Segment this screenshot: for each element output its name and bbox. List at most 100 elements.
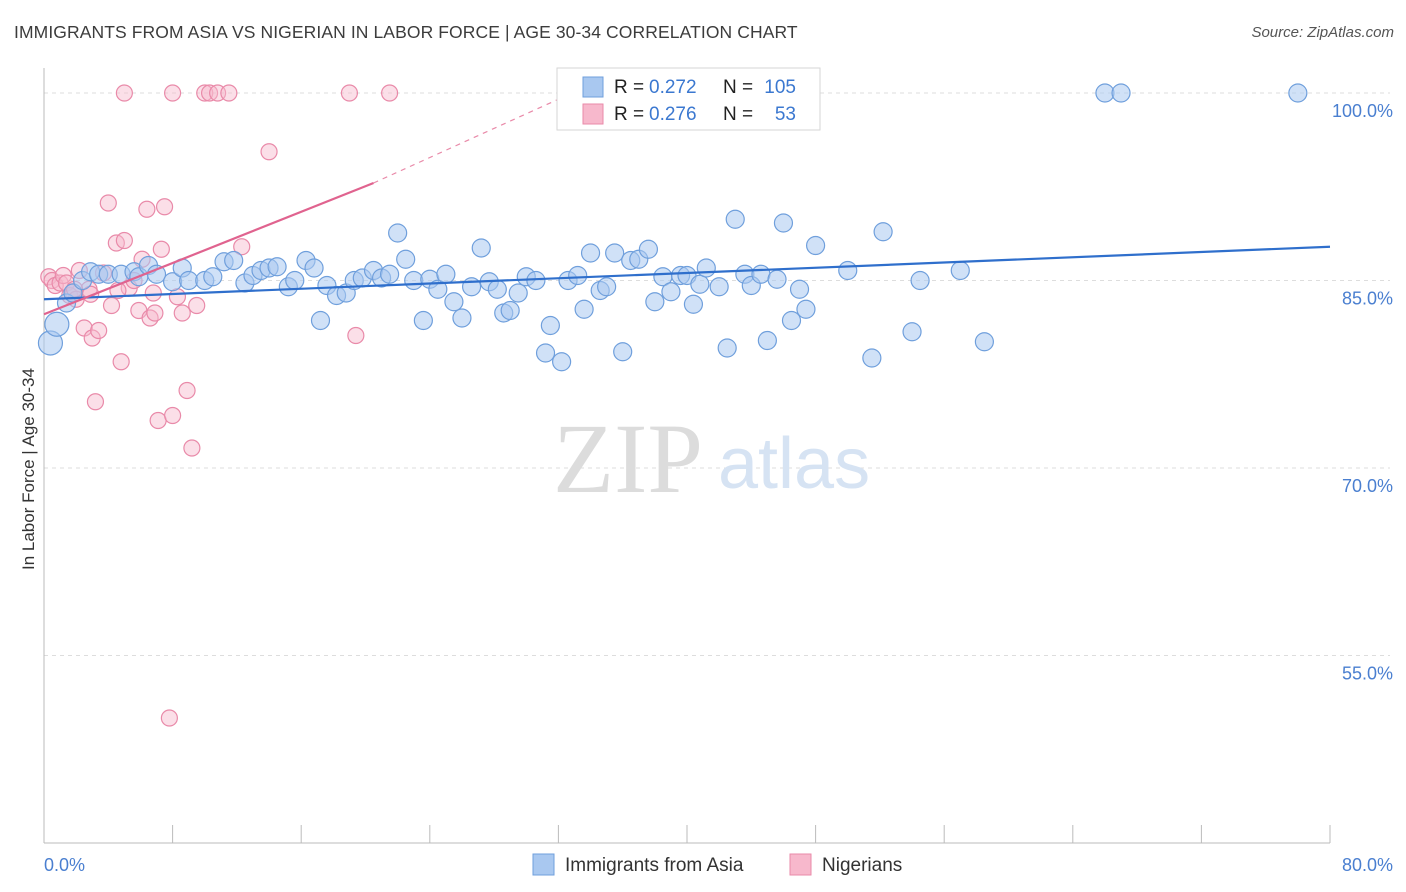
- nigerians-point: [102, 296, 121, 315]
- series-legend-label-nigerians: Nigerians: [822, 855, 902, 876]
- asia-point: [487, 279, 507, 299]
- legend-r-value-asia: 0.272: [649, 77, 697, 98]
- asia-point: [683, 294, 704, 314]
- asia-point: [597, 277, 617, 297]
- asia-point: [413, 310, 433, 331]
- nigerians-trend-extension: [373, 98, 559, 184]
- nigerians-point: [173, 304, 191, 322]
- nigerians-point: [146, 304, 164, 322]
- asia-point: [508, 283, 528, 303]
- asia-point: [1111, 83, 1131, 103]
- asia-point: [267, 257, 287, 277]
- nigerians-point: [90, 321, 108, 340]
- asia-point: [224, 250, 244, 271]
- asia-points: [37, 83, 1308, 372]
- asia-point: [638, 239, 659, 259]
- series-legend: Immigrants from Asia Nigerians: [532, 853, 902, 876]
- legend-r-label-asia: R =: [614, 77, 644, 98]
- asia-point: [552, 352, 572, 372]
- asia-point: [757, 330, 777, 351]
- y-tick-label: 70.0%: [1342, 476, 1393, 496]
- nigerians-trend-line: [43, 181, 374, 316]
- asia-trend-line: [43, 245, 1331, 301]
- nigerians-point: [99, 194, 117, 212]
- nigerians-point: [141, 309, 159, 327]
- asia-point: [285, 270, 305, 291]
- nigerians-point: [138, 200, 156, 218]
- legend-n-value-nigerians: 53: [775, 104, 796, 125]
- asia-point: [310, 310, 331, 331]
- asia-point: [645, 292, 665, 312]
- tick-labels: 55.0% 70.0% 85.0% 100.0% 0.0% 80.0%: [44, 101, 1393, 875]
- asia-point: [471, 238, 491, 258]
- watermark-atlas: atlas: [718, 424, 870, 504]
- legend-r-label-nigerians: R =: [614, 104, 644, 125]
- asia-point: [805, 235, 826, 256]
- y-tick-label: 85.0%: [1342, 289, 1393, 309]
- nigerians-point: [178, 381, 196, 400]
- series-legend-swatch-nigerians: [789, 853, 812, 876]
- nigerians-point: [196, 84, 214, 102]
- series-legend-label-asia: Immigrants from Asia: [565, 855, 744, 876]
- asia-point: [974, 332, 994, 352]
- asia-point: [902, 322, 922, 342]
- asia-point: [725, 209, 745, 229]
- nigerians-point: [160, 709, 178, 727]
- asia-point: [838, 260, 858, 281]
- asia-point: [540, 315, 560, 336]
- asia-point: [203, 267, 223, 287]
- nigerians-point: [183, 439, 201, 457]
- x-tick-label: 80.0%: [1342, 855, 1393, 875]
- nigerians-point: [86, 393, 105, 411]
- asia-point: [304, 258, 324, 278]
- asia-point: [388, 223, 408, 243]
- legend-swatch-nigerians: [582, 103, 604, 125]
- watermark-zip: ZIP: [553, 403, 703, 514]
- nigerians-point: [233, 238, 251, 256]
- asia-point: [396, 249, 416, 269]
- nigerians-point: [164, 406, 182, 425]
- asia-point: [44, 311, 70, 337]
- asia-point: [436, 264, 456, 284]
- asia-point: [781, 310, 802, 331]
- asia-point: [767, 269, 787, 289]
- asia-point: [910, 270, 930, 291]
- asia-point: [873, 222, 893, 242]
- asia-point: [535, 343, 556, 363]
- legend-n-value-asia: 105: [764, 77, 796, 98]
- asia-point: [950, 260, 970, 281]
- y-tick-label: 100.0%: [1332, 101, 1393, 121]
- watermark: ZIP atlas: [553, 403, 870, 514]
- asia-point: [452, 308, 472, 328]
- nigerians-point: [144, 284, 162, 302]
- trend-lines: [43, 98, 1331, 316]
- asia-point: [862, 348, 882, 368]
- nigerians-point: [188, 296, 206, 315]
- nigerians-point: [149, 411, 167, 430]
- stats-legend: R = 0.272 N = 105 R = 0.276 N = 53: [556, 67, 821, 131]
- asia-point: [568, 265, 588, 286]
- asia-point: [796, 299, 816, 319]
- nigerians-point: [347, 326, 365, 345]
- asia-point: [751, 264, 771, 284]
- asia-point: [709, 277, 729, 297]
- nigerians-point: [164, 84, 182, 102]
- asia-point: [717, 338, 737, 358]
- chart-title: IMMIGRANTS FROM ASIA VS NIGERIAN IN LABO…: [14, 22, 798, 42]
- asia-point: [696, 258, 716, 278]
- legend-r-value-nigerians: 0.276: [649, 104, 697, 125]
- gridlines: [44, 92, 1390, 656]
- y-axis-title: In Labor Force | Age 30-34: [19, 368, 38, 570]
- asia-point: [1095, 83, 1115, 103]
- nigerians-point: [155, 198, 174, 216]
- asia-point: [574, 299, 594, 319]
- series-legend-swatch-asia: [532, 853, 555, 876]
- asia-point: [380, 264, 400, 284]
- asia-point: [179, 270, 199, 291]
- y-tick-label: 55.0%: [1342, 664, 1393, 684]
- nigerians-points: [40, 84, 399, 727]
- asia-point: [404, 270, 424, 291]
- asia-point: [789, 279, 810, 299]
- asia-point: [773, 213, 794, 233]
